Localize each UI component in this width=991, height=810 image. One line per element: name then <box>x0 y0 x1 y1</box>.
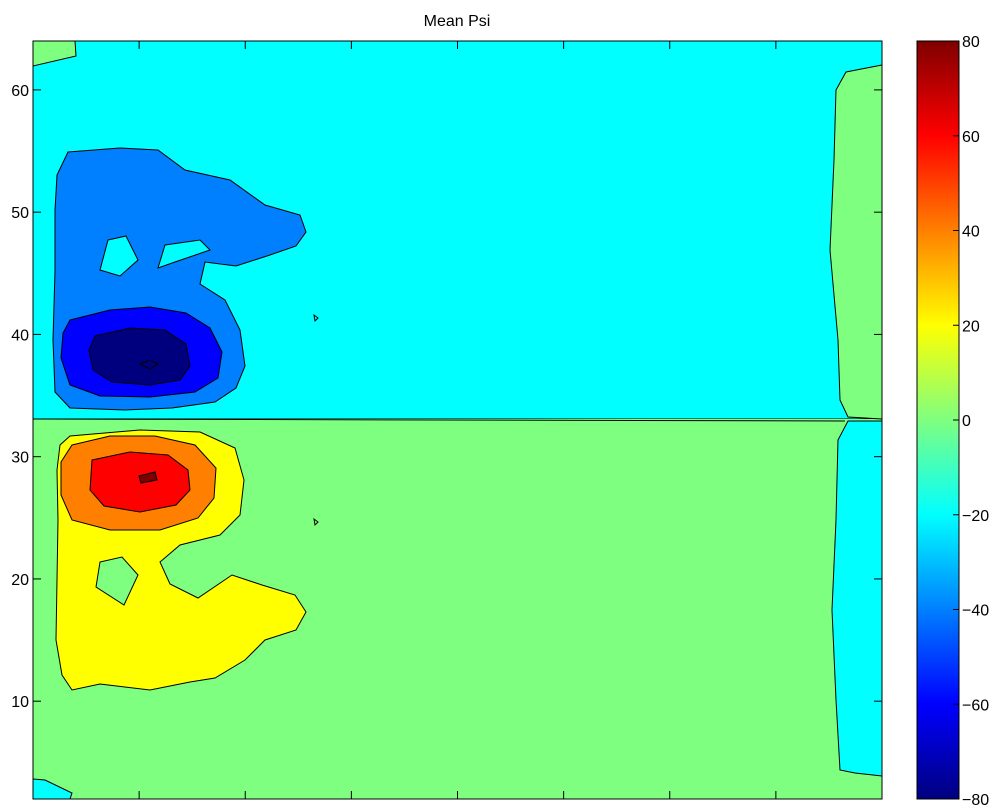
colorbar-tick-label: 20 <box>962 318 980 335</box>
region-pos60 <box>89 451 191 513</box>
colorbar <box>916 40 960 800</box>
colorbar-tick-label: 60 <box>962 129 980 146</box>
region-neg80-peak <box>138 359 160 370</box>
colorbar-tick-label: 40 <box>962 224 980 241</box>
chart-title: Mean Psi <box>424 13 491 30</box>
region-east-neg <box>831 420 882 777</box>
y-tick-label: 20 <box>11 572 29 589</box>
y-tick-label: 30 <box>11 450 29 467</box>
y-tick-label: 10 <box>11 694 29 711</box>
y-tick-label: 50 <box>11 205 29 222</box>
colorbar-tick-label: 80 <box>962 34 980 51</box>
marker-pos-small <box>313 517 319 527</box>
x-axis <box>138 41 777 799</box>
colorbar-tick-label: 0 <box>962 413 971 430</box>
colorbar-tick-label: −20 <box>962 508 989 525</box>
colorbar-tick-label: −80 <box>962 792 989 809</box>
region-neg60 <box>88 327 191 386</box>
marker-neg-small <box>313 313 319 323</box>
y-tick-label: 40 <box>11 327 29 344</box>
colorbar-axis: 80 60 40 20 0 −20 −40 −60 −80 <box>953 34 989 809</box>
y-axis: 10 20 30 40 50 60 <box>11 83 882 711</box>
zero-contour-line <box>33 418 846 422</box>
colorbar-tick-label: −40 <box>962 603 989 620</box>
region-pos80-peak <box>138 471 158 484</box>
y-tick-label: 60 <box>11 83 29 100</box>
region-east-zero <box>829 64 882 420</box>
region-corner-bottomleft <box>33 778 73 799</box>
colorbar-tick-label: −60 <box>962 697 989 714</box>
region-corner-topleft <box>33 41 77 67</box>
